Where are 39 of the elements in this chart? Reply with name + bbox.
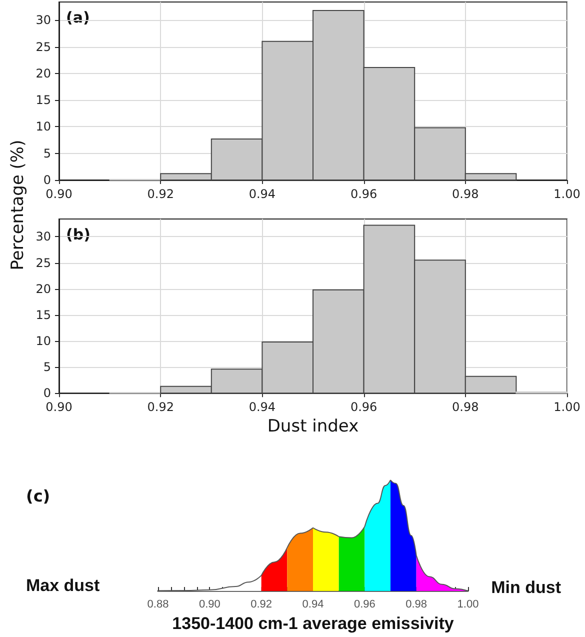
text: Max dust: [26, 576, 100, 595]
x-tick-label: 1.00: [554, 187, 580, 201]
x-axis-title: Dust index: [267, 416, 359, 436]
text: Min dust: [491, 578, 562, 597]
text: (c): [26, 486, 50, 506]
x-tick-label: 0.92: [147, 187, 174, 201]
y-tick-label: 0: [43, 386, 51, 400]
y-tick-label: 15: [36, 308, 51, 322]
x-tick-label: 0.92: [147, 400, 174, 414]
y-tick-label: 5: [43, 146, 51, 160]
x-tick-label: 0.98: [452, 400, 479, 414]
x-tick-label: 0.96: [350, 187, 378, 201]
y-tick-label: 15: [36, 93, 51, 108]
x-tick-label: 0.92: [250, 598, 272, 610]
y-tick-label: 10: [36, 334, 51, 348]
y-tick-label: 10: [36, 120, 51, 134]
y-tick-label: 20: [36, 282, 51, 296]
x-tick-label: 0.90: [198, 598, 220, 610]
x-tick-label: 0.98: [406, 598, 428, 610]
x-tick-label: 0.88: [147, 598, 169, 610]
x-tick-label: 0.94: [248, 187, 276, 201]
x-tick-label: 0.96: [350, 400, 378, 414]
x-tick-label: 1.00: [554, 400, 580, 414]
x-tick-label: 0.94: [302, 598, 324, 610]
x-tick-label: 1.00: [457, 598, 479, 610]
y-tick-label: 25: [36, 40, 51, 54]
x-tick-label: 0.90: [46, 400, 72, 414]
y-tick-label: 30: [36, 13, 51, 28]
y-tick-label: 5: [43, 360, 51, 374]
y-tick-label: 30: [36, 230, 51, 244]
x-tick-label: 0.94: [248, 400, 276, 414]
y-tick-label: 25: [36, 256, 51, 270]
y-tick-label: 0: [43, 173, 51, 187]
x-tick-label: 0.98: [452, 187, 479, 201]
y-tick-label: 20: [36, 66, 51, 80]
x-tick-label: 0.96: [354, 598, 376, 610]
x-tick-label: 0.90: [46, 187, 72, 201]
x-axis-title: 1350-1400 cm-1 average emissivity: [172, 614, 454, 633]
y-axis-title: Percentage (%): [7, 138, 29, 272]
